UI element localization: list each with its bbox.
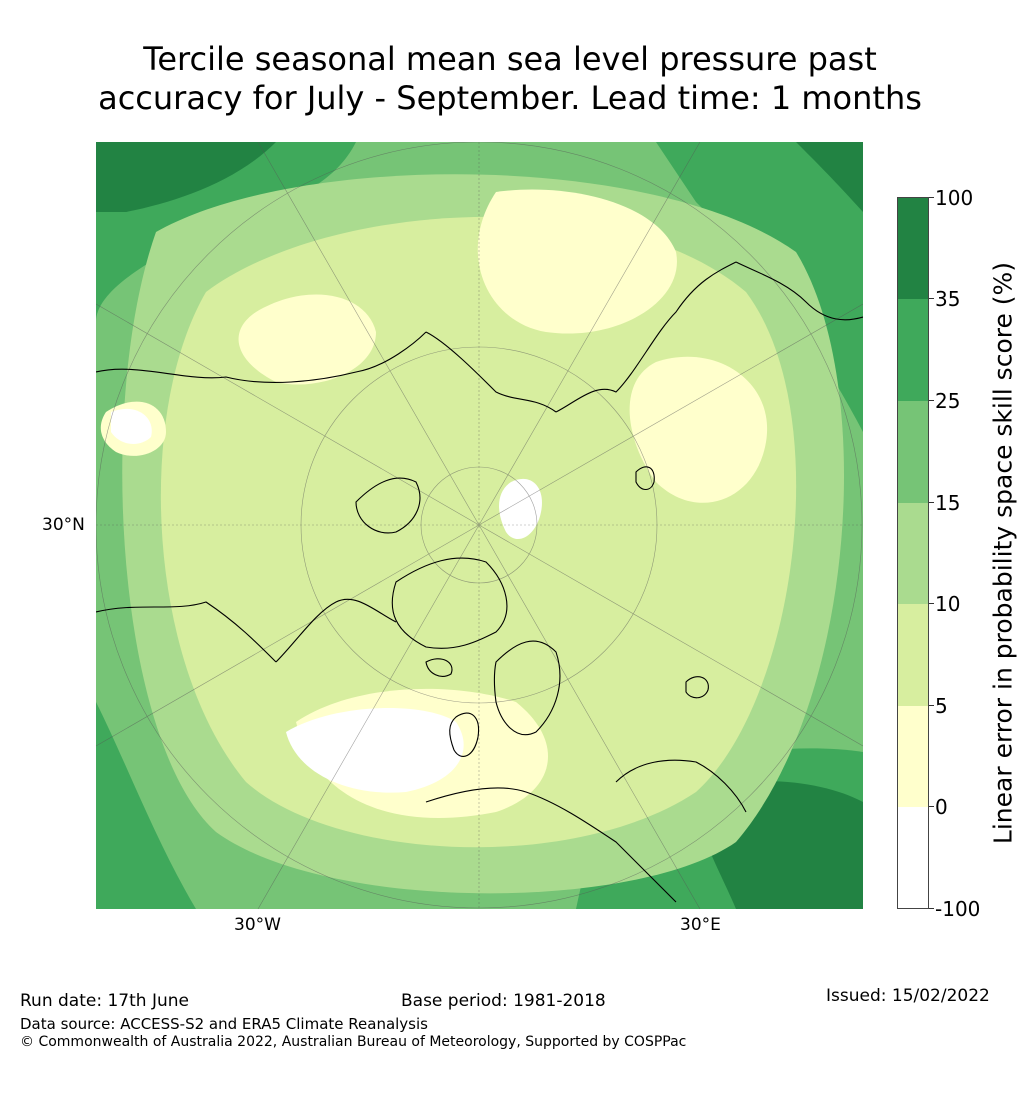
field-low-west — [238, 294, 376, 385]
lon-label-30w: 30°W — [234, 915, 281, 935]
colorbar-bin-15-25 — [898, 401, 928, 503]
coast-iceland — [425, 658, 453, 677]
field-nw-highest — [96, 142, 276, 212]
field-negative-pacific — [111, 408, 152, 444]
field-negative-pole — [499, 478, 542, 540]
field-sw-high — [96, 702, 196, 909]
chart-title: Tercile seasonal mean sea level pressure… — [0, 40, 1020, 118]
tick-mark-25 — [929, 400, 934, 401]
coastlines — [96, 261, 863, 903]
field-low-north — [477, 189, 677, 334]
title-line-1: Tercile seasonal mean sea level pressure… — [143, 40, 877, 78]
coast-laptev — [425, 331, 557, 413]
coast-britain — [449, 712, 480, 757]
colorbar-bin-10-15 — [898, 503, 928, 604]
coast-barents — [735, 261, 863, 321]
colorbar-tick-0: 0 — [935, 795, 948, 819]
colorbar-tick-neg100: -100 — [935, 897, 981, 921]
coast-black-sea-region — [615, 759, 747, 813]
data-source: Data source: ACCESS-S2 and ERA5 Climate … — [20, 1015, 428, 1033]
colorbar-bin-5-10 — [898, 604, 928, 706]
copyright: © Commonwealth of Australia 2022, Austra… — [20, 1034, 687, 1050]
tick-mark-10 — [929, 603, 934, 604]
field-low-east — [629, 356, 768, 503]
colorbar-tick-35: 35 — [935, 287, 961, 311]
graticule — [96, 142, 863, 909]
tick-mark-5 — [929, 705, 934, 706]
colorbar-tick-5: 5 — [935, 694, 948, 718]
coast-arctic-archipelago — [355, 477, 421, 534]
lon-label-30e: 30°E — [680, 915, 721, 935]
colorbar-bin-neg100-0 — [898, 807, 928, 908]
tick-mark-0 — [929, 806, 934, 807]
coast-canada — [275, 598, 397, 663]
colorbar-bin-35-100 — [898, 198, 928, 299]
issued-date: Issued: 15/02/2022 — [826, 986, 990, 1006]
colorbar-tick-25: 25 — [935, 389, 961, 413]
lat-label-30n: 30°N — [42, 515, 85, 535]
colorbar-tick-10: 10 — [935, 592, 961, 616]
field-ne-highest — [796, 142, 863, 212]
colorbar-bin-0-5 — [898, 706, 928, 807]
tick-mark-100 — [929, 197, 934, 198]
colorbar — [897, 197, 929, 909]
coast-europe — [425, 787, 677, 903]
tick-mark-35 — [929, 298, 934, 299]
colorbar-bin-25-35 — [898, 299, 928, 401]
field-negative-atlantic — [286, 708, 464, 793]
title-line-2: accuracy for July - September. Lead time… — [98, 79, 922, 117]
colorbar-tick-15: 15 — [935, 491, 961, 515]
coast-siberia-west — [96, 331, 427, 383]
colorbar-label: Linear error in probability space skill … — [988, 261, 1018, 845]
coast-kara — [555, 261, 737, 413]
coast-greenland — [391, 557, 508, 649]
coast-caspian — [685, 676, 709, 699]
run-date: Run date: 17th June — [20, 991, 189, 1011]
field-ne-high — [656, 142, 863, 432]
tick-mark-15 — [929, 502, 934, 503]
coast-scandinavia — [493, 640, 561, 736]
tick-mark-neg100 — [929, 908, 934, 909]
skill-score-map — [96, 142, 863, 909]
base-period: Base period: 1981-2018 — [401, 991, 606, 1011]
map-svg — [96, 142, 863, 909]
coast-alaska — [96, 601, 277, 663]
coast-novaya-zemlya — [635, 466, 655, 491]
colorbar-tick-100: 100 — [935, 186, 974, 210]
